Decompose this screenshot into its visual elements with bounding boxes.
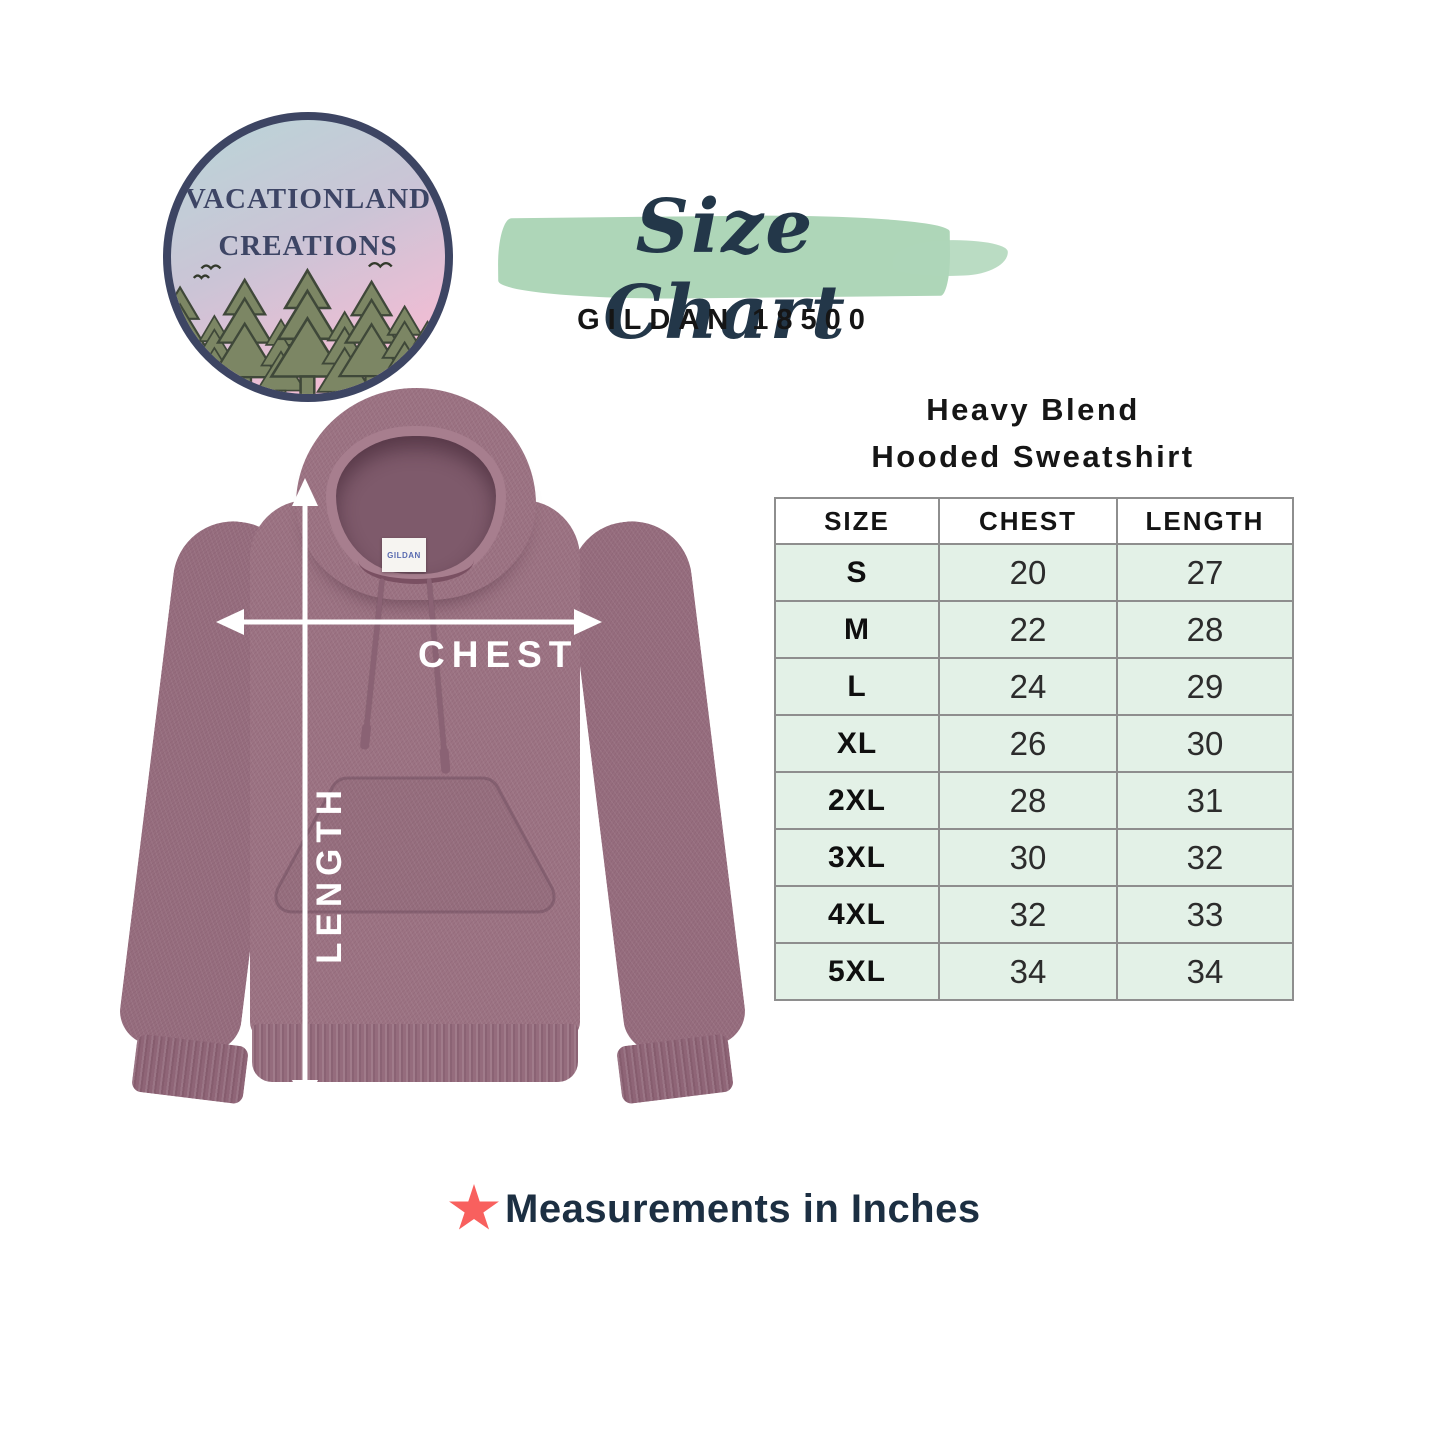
- table-row: 2XL 28 31: [774, 771, 1294, 830]
- table-row: 5XL 34 34: [774, 942, 1294, 1001]
- chest-cell: 32: [938, 885, 1118, 944]
- bird-icon: [192, 262, 393, 280]
- brand-name-line1: VACATIONLAND: [184, 183, 432, 215]
- length-cell: 31: [1116, 771, 1294, 830]
- table-row: 4XL 32 33: [774, 885, 1294, 944]
- chest-cell: 20: [938, 543, 1118, 602]
- measurement-note: Measurements in Inches: [448, 1184, 981, 1234]
- chest-cell: 34: [938, 942, 1118, 1001]
- brand-logo-badge: VACATIONLAND CREATIONS: [163, 112, 453, 402]
- table-row: XL 26 30: [774, 714, 1294, 773]
- length-cell: 29: [1116, 657, 1294, 716]
- size-cell: XL: [774, 714, 940, 773]
- chest-cell: 30: [938, 828, 1118, 887]
- chest-label: CHEST: [418, 634, 579, 675]
- size-cell: S: [774, 543, 940, 602]
- product-heading: Heavy Blend Hooded Sweatshirt: [775, 386, 1291, 480]
- header-size: SIZE: [774, 497, 940, 545]
- brand-name-line2: CREATIONS: [218, 230, 398, 262]
- gildan-model-subtitle: GILDAN 18500: [577, 304, 873, 336]
- size-table: SIZE CHEST LENGTH S 20 27 M 22 28 L 24 2…: [774, 497, 1294, 1001]
- brand-name: VACATIONLAND CREATIONS: [171, 176, 445, 270]
- length-cell: 33: [1116, 885, 1294, 944]
- hoodie-illustration: GILDAN CHEST LENGTH: [116, 388, 749, 1170]
- star-icon: [449, 1184, 499, 1230]
- chest-cell: 24: [938, 657, 1118, 716]
- size-cell: 3XL: [774, 828, 940, 887]
- size-cell: 4XL: [774, 885, 940, 944]
- length-cell: 32: [1116, 828, 1294, 887]
- size-cell: L: [774, 657, 940, 716]
- hoodie-pocket: [274, 776, 556, 914]
- size-chart-title: Size Chart: [603, 184, 847, 356]
- chest-cell: 28: [938, 771, 1118, 830]
- forest-illustration: [171, 262, 445, 394]
- product-heading-line2: Hooded Sweatshirt: [871, 439, 1195, 474]
- chest-cell: 22: [938, 600, 1118, 659]
- length-arrow: [292, 478, 318, 1108]
- hoodie-collar-seam: [358, 536, 474, 584]
- table-row: M 22 28: [774, 600, 1294, 659]
- length-cell: 28: [1116, 600, 1294, 659]
- chest-cell: 26: [938, 714, 1118, 773]
- measurement-note-text: Measurements in Inches: [505, 1186, 981, 1231]
- length-cell: 30: [1116, 714, 1294, 773]
- table-row: 3XL 30 32: [774, 828, 1294, 887]
- header-chest: CHEST: [938, 497, 1118, 545]
- table-row: L 24 29: [774, 657, 1294, 716]
- header-length: LENGTH: [1116, 497, 1294, 545]
- size-cell: M: [774, 600, 940, 659]
- length-cell: 34: [1116, 942, 1294, 1001]
- size-cell: 2XL: [774, 771, 940, 830]
- measurement-arrows: [216, 478, 602, 1108]
- chest-arrow: [216, 609, 602, 635]
- size-cell: 5XL: [774, 942, 940, 1001]
- length-label: LENGTH: [310, 784, 349, 964]
- product-heading-line1: Heavy Blend: [926, 392, 1140, 427]
- table-header-row: SIZE CHEST LENGTH: [774, 497, 1294, 545]
- table-row: S 20 27: [774, 543, 1294, 602]
- length-cell: 27: [1116, 543, 1294, 602]
- gildan-neck-tag: GILDAN: [382, 538, 426, 572]
